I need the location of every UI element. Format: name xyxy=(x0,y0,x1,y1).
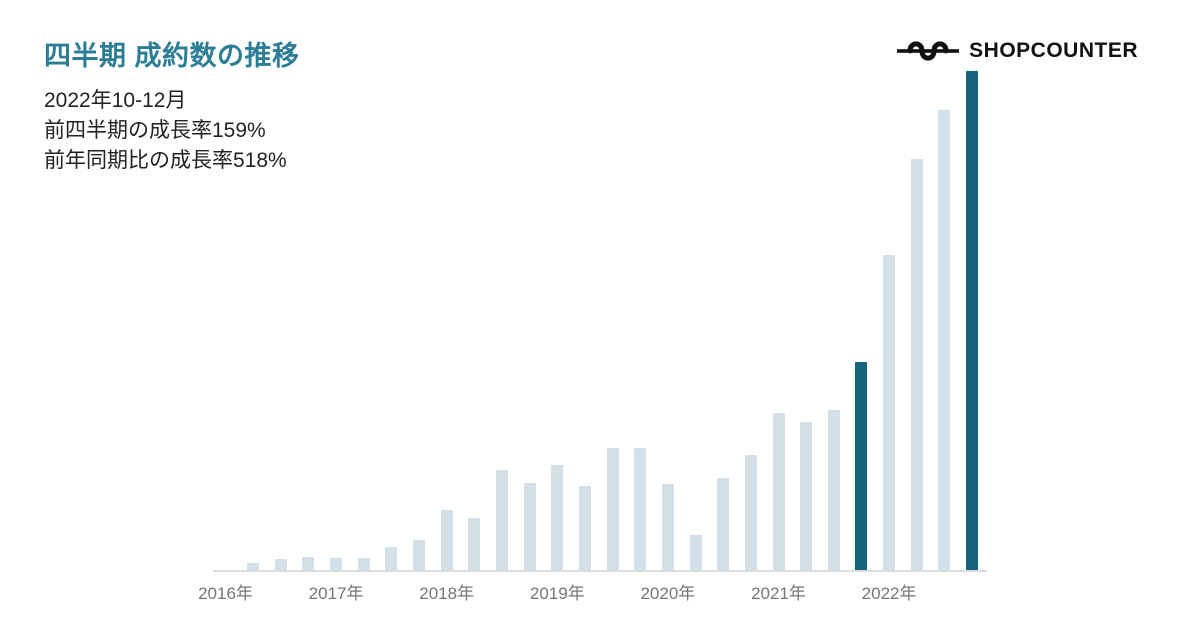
bar-2017q4 xyxy=(413,540,426,570)
x-axis-label-2021: 2021年 xyxy=(751,584,806,603)
bar-2020q1 xyxy=(661,484,674,570)
subtitle-line-yoy-growth: 前年同期比の成長率518% xyxy=(44,149,287,172)
bar-2022q1 xyxy=(883,255,896,570)
subtitle-line-period: 2022年10-12月 xyxy=(44,89,187,112)
bar-2018q3 xyxy=(496,470,508,570)
chart-subtitle: 2022年10-12月 前四半期の成長率159% 前年同期比の成長率518% xyxy=(44,86,287,176)
brand-logo: SHOPCOUNTER xyxy=(897,36,1138,66)
x-axis-line xyxy=(213,570,987,572)
bar-2016q2 xyxy=(247,563,260,570)
bar-2016q4 xyxy=(302,557,315,570)
bar-2019q4 xyxy=(634,448,647,570)
wave-icon xyxy=(897,36,960,66)
x-axis-label-2018: 2018年 xyxy=(419,584,475,603)
bar-2021q3 xyxy=(827,410,840,570)
x-axis-labels: 2016年 2017年 2018年 2019年 2020年 2021年 2022年 xyxy=(198,579,987,605)
bar-2019q1 xyxy=(551,465,564,570)
bar-2018q1 xyxy=(440,510,453,570)
page-title: 四半期 成約数の推移 xyxy=(44,41,300,71)
bar-2022q4 xyxy=(966,71,979,570)
bar-2021q1 xyxy=(772,413,785,570)
bar-2018q4 xyxy=(523,483,536,570)
bar-2021q4 xyxy=(855,362,868,570)
bar-2019q3 xyxy=(606,448,619,570)
bar-2022q3 xyxy=(938,110,951,570)
x-axis-label-2016: 2016年 xyxy=(198,584,253,603)
x-axis-label-2022: 2022年 xyxy=(861,584,917,603)
bar-2018q2 xyxy=(468,518,481,570)
bar-2022q2 xyxy=(910,159,923,570)
brand-logo-text: SHOPCOUNTER xyxy=(969,39,1138,62)
x-axis-label-2019: 2019年 xyxy=(529,584,585,603)
subtitle-line-qoq-growth: 前四半期の成長率159% xyxy=(44,119,266,142)
bar-2017q3 xyxy=(385,547,398,570)
bar-2017q1 xyxy=(330,558,343,570)
bar-chart-plot xyxy=(213,60,987,570)
bar-2021q2 xyxy=(800,422,813,570)
bar-2016q3 xyxy=(274,559,287,570)
bar-2020q2 xyxy=(689,535,702,570)
bar-2017q2 xyxy=(357,558,370,570)
x-axis-label-2020: 2020年 xyxy=(640,584,696,603)
x-axis-label-2017: 2017年 xyxy=(308,584,364,603)
bar-2020q4 xyxy=(744,455,757,570)
bar-2020q3 xyxy=(717,478,730,570)
bar-2019q2 xyxy=(578,486,591,570)
